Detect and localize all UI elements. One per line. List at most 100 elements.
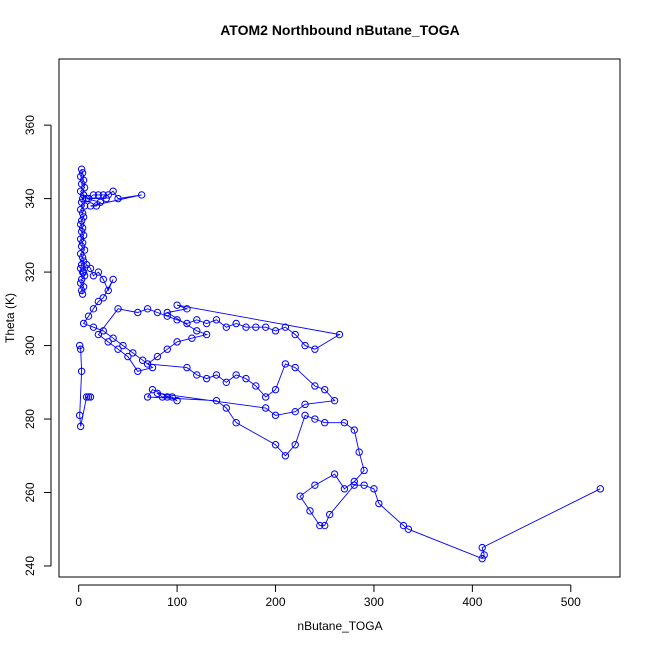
data-point xyxy=(281,452,290,460)
data-point xyxy=(78,253,87,262)
x-tick-label: 100 xyxy=(167,595,187,609)
data-point xyxy=(311,382,319,390)
x-tick-label: 500 xyxy=(561,595,581,609)
data-point xyxy=(212,371,221,379)
data-point xyxy=(148,385,157,394)
data-point xyxy=(109,187,117,195)
data-point xyxy=(94,191,103,199)
data-point xyxy=(321,521,329,530)
y-tick-label: 360 xyxy=(23,115,37,135)
data-point xyxy=(102,194,110,203)
data-point xyxy=(137,191,146,199)
x-tick-label: 0 xyxy=(75,595,82,609)
data-point xyxy=(296,492,304,500)
data-point xyxy=(291,407,299,416)
data-point xyxy=(153,389,162,398)
data-point xyxy=(193,327,201,335)
data-point xyxy=(79,319,88,328)
data-point xyxy=(325,510,334,519)
data-point xyxy=(99,294,107,302)
data-point xyxy=(134,308,142,317)
data-point xyxy=(340,419,349,427)
data-point xyxy=(124,352,132,361)
data-point xyxy=(222,378,231,386)
data-point xyxy=(173,338,181,346)
data-point xyxy=(222,323,231,331)
data-point xyxy=(134,367,142,375)
data-point xyxy=(76,345,85,353)
data-point xyxy=(202,330,211,339)
data-point xyxy=(350,426,358,434)
data-point xyxy=(77,216,86,225)
data-point xyxy=(143,305,152,313)
chart-title: ATOM2 Northbound nButane_TOGA xyxy=(220,22,460,38)
data-point xyxy=(89,323,98,331)
data-point xyxy=(202,374,211,383)
data-point xyxy=(76,422,85,431)
data-point xyxy=(86,264,95,273)
x-axis: 0 100 200 300 400 500 xyxy=(75,584,581,609)
data-point xyxy=(143,393,152,401)
data-point xyxy=(271,411,280,420)
data-point xyxy=(301,400,309,409)
data-point xyxy=(78,290,87,298)
data-point xyxy=(321,419,329,427)
data-series xyxy=(75,341,95,431)
data-point xyxy=(79,268,88,276)
data-point xyxy=(114,345,122,353)
data-point xyxy=(183,305,191,313)
x-tick-label: 300 xyxy=(364,595,384,609)
data-point xyxy=(77,275,86,284)
data-point xyxy=(242,374,250,383)
data-point xyxy=(84,312,93,320)
data-point xyxy=(158,393,167,401)
data-point xyxy=(232,419,240,427)
data-point xyxy=(232,319,240,328)
data-point xyxy=(80,183,89,192)
data-point xyxy=(89,305,98,313)
data-point xyxy=(355,448,363,456)
data-point xyxy=(104,286,112,295)
data-point xyxy=(212,316,221,324)
data-point xyxy=(281,323,290,331)
data-point xyxy=(306,507,314,515)
data-point xyxy=(82,393,91,401)
data-point xyxy=(340,485,349,493)
data-point xyxy=(104,191,112,199)
data-point xyxy=(163,308,171,317)
x-tick-label: 200 xyxy=(266,595,286,609)
data-point xyxy=(291,441,299,449)
x-tick-label: 400 xyxy=(462,595,482,609)
data-point xyxy=(291,363,299,372)
data-point xyxy=(212,396,221,405)
data-point xyxy=(193,316,201,324)
data-point xyxy=(153,308,162,317)
data-point xyxy=(80,246,89,254)
data-point xyxy=(330,396,339,405)
y-tick-label: 240 xyxy=(23,556,37,576)
data-point xyxy=(76,250,85,258)
data-point xyxy=(271,327,280,335)
data-point xyxy=(76,235,85,243)
data-point xyxy=(242,323,250,331)
y-tick-label: 260 xyxy=(23,482,37,502)
data-point xyxy=(183,363,191,372)
data-point xyxy=(350,481,358,489)
data-point xyxy=(99,327,107,335)
data-point xyxy=(94,268,103,276)
data-point xyxy=(119,341,127,350)
data-point xyxy=(480,551,488,559)
data-point xyxy=(77,286,86,295)
data-point xyxy=(114,305,122,313)
data-point xyxy=(75,341,84,350)
data-point xyxy=(143,360,152,368)
y-tick-label: 280 xyxy=(23,409,37,429)
data-point xyxy=(173,316,181,324)
data-point xyxy=(360,466,368,475)
data-point xyxy=(291,330,299,339)
data-point xyxy=(96,198,105,206)
y-axis: 240 260 280 300 320 340 360 xyxy=(23,115,52,576)
data-point xyxy=(399,521,408,530)
data-point xyxy=(188,334,196,342)
data-point xyxy=(311,415,319,423)
